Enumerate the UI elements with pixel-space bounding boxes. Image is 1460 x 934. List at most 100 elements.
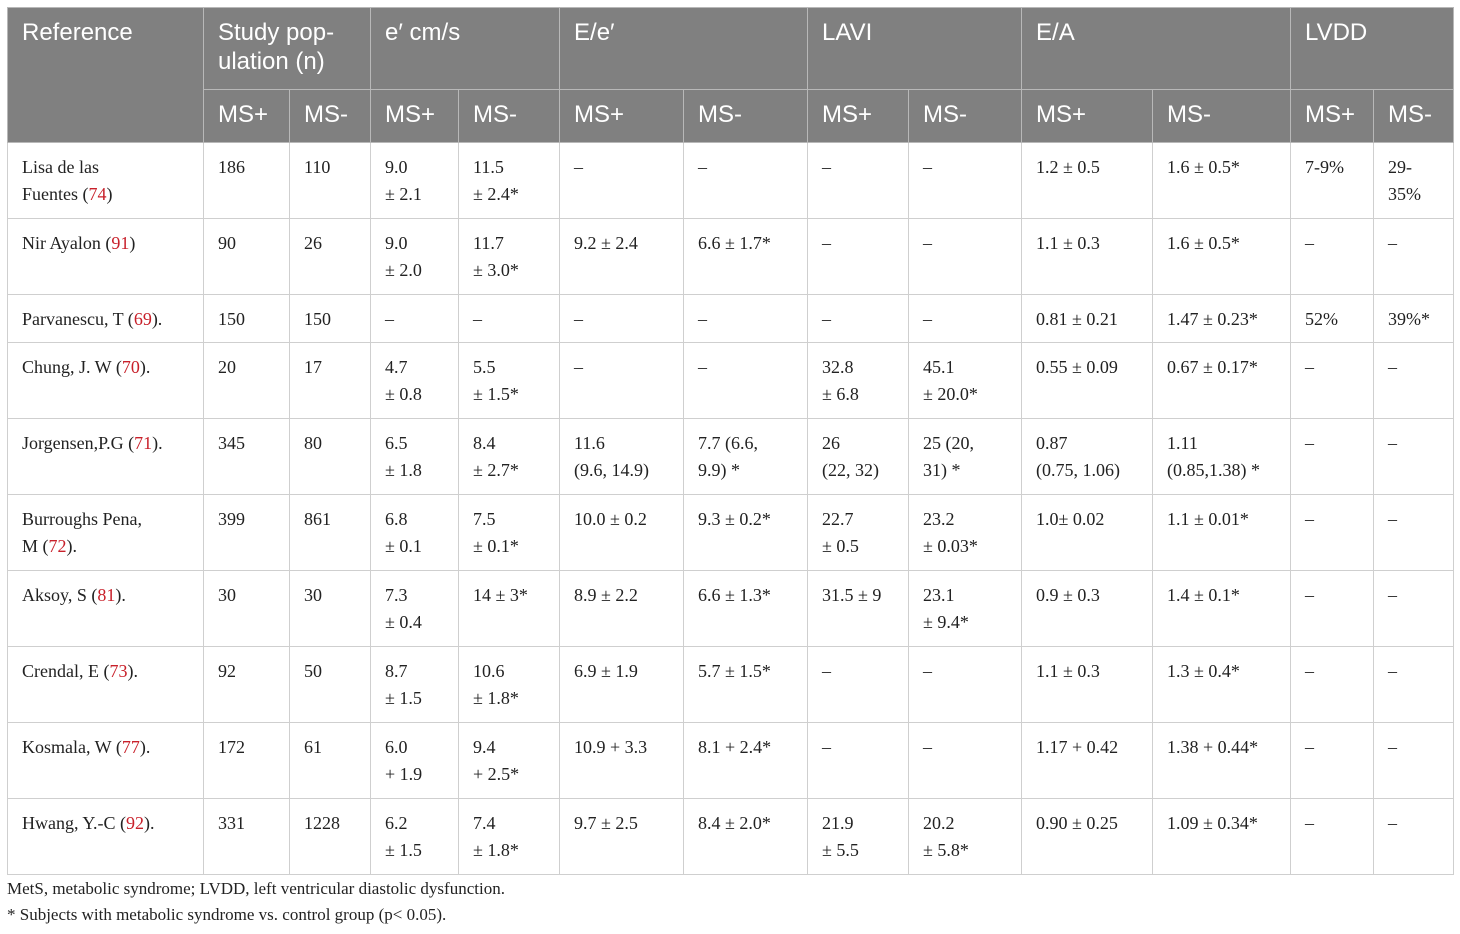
table-row: Chung, J. W (70). 20 17 4.7 ± 0.8 5.5 ± 1.5*… <box>7 342 1455 419</box>
table-cell: – <box>1373 798 1455 875</box>
table-cell: 80 <box>288 418 372 495</box>
table-cell: – <box>807 142 910 219</box>
table-cell: 110 <box>288 142 372 219</box>
table-cell: 1228 <box>288 798 372 875</box>
table-cell: – <box>908 646 1023 723</box>
table-cell: – <box>1290 418 1375 495</box>
table-cell: 8.4 ± 2.7* <box>458 418 561 495</box>
table-cell: 50 <box>288 646 372 723</box>
reference-text: Aksoy, S ( <box>22 585 98 605</box>
column-header: Reference <box>7 7 204 143</box>
table-cell: 31.5 ± 9 <box>807 570 910 647</box>
table-cell: 8.7 ± 1.5 <box>370 646 460 723</box>
table-cell: 4.7 ± 0.8 <box>370 342 460 419</box>
table-cell: – <box>1290 798 1375 875</box>
reference-text: Nir Ayalon ( <box>22 233 112 253</box>
reference-text: Chung, J. W ( <box>22 357 122 377</box>
subheader: MS- <box>458 89 561 143</box>
table-cell: 14 ± 3* <box>458 570 561 647</box>
reference-cell: Jorgensen,P.G (71). <box>7 418 204 495</box>
table-cell: – <box>559 294 685 343</box>
table-cell: 1.3 ± 0.4* <box>1152 646 1292 723</box>
table-cell: 29- 35% <box>1373 142 1455 219</box>
reference-cell: Nir Ayalon (91) <box>7 218 204 295</box>
table-cell: 32.8 ± 6.8 <box>807 342 910 419</box>
table-cell: 6.2 ± 1.5 <box>370 798 460 875</box>
table-cell: 6.0 + 1.9 <box>370 722 460 799</box>
reference-text: Crendal, E ( <box>22 661 110 681</box>
data-table: Reference Study pop- ulation (n) e′ cm/s E/… <box>7 7 1455 875</box>
reference-suffix: ). <box>152 433 163 453</box>
table-container: Reference Study pop- ulation (n) e′ cm/s E/… <box>7 7 1455 875</box>
table-row: Kosmala, W (77). 172 61 6.0 + 1.9 9.4 + 2.5*… <box>7 722 1455 799</box>
citation: 74 <box>88 184 107 204</box>
table-cell: 6.9 ± 1.9 <box>559 646 685 723</box>
column-header: e′ cm/s <box>370 7 561 90</box>
reference-suffix: ) <box>106 184 113 204</box>
table-cell: 45.1 ± 20.0* <box>908 342 1023 419</box>
reference-text: Jorgensen,P.G ( <box>22 433 135 453</box>
table-cell: 6.8 ± 0.1 <box>370 494 460 571</box>
table-cell: 26 (22, 32) <box>807 418 910 495</box>
reference-suffix: ) <box>129 233 136 253</box>
table-cell: – <box>1290 646 1375 723</box>
reference-cell: Burroughs Pena, M (72). <box>7 494 204 571</box>
reference-suffix: ). <box>115 585 126 605</box>
footnote: * Subjects with metabolic syndrome vs. c… <box>7 905 447 924</box>
table-cell: 399 <box>203 494 290 571</box>
table-row: Burroughs Pena, M (72). 399 861 6.8 ± 0.1 7.… <box>7 494 1455 571</box>
reference-cell: Parvanescu, T (69). <box>7 294 204 343</box>
table-cell: 22.7 ± 0.5 <box>807 494 910 571</box>
table-cell: 11.5 ± 2.4* <box>458 142 561 219</box>
subheader: MS+ <box>1021 89 1154 143</box>
table-cell: 1.1 ± 0.3 <box>1021 218 1154 295</box>
table-cell: – <box>370 294 460 343</box>
table-cell: 6.5 ± 1.8 <box>370 418 460 495</box>
table-cell: – <box>559 342 685 419</box>
reference-cell: Crendal, E (73). <box>7 646 204 723</box>
table-cell: – <box>807 294 910 343</box>
table-cell: 9.0 ± 2.1 <box>370 142 460 219</box>
reference-cell: Kosmala, W (77). <box>7 722 204 799</box>
table-cell: 8.1 + 2.4* <box>683 722 809 799</box>
table-cell: 9.7 ± 2.5 <box>559 798 685 875</box>
subheader-row: MS+ MS- MS+ MS- MS+ MS- MS+ MS- MS+ MS- MS+ MS- <box>8 89 1455 143</box>
table-cell: 6.6 ± 1.7* <box>683 218 809 295</box>
table-cell: – <box>908 142 1023 219</box>
footnote: MetS, metabolic syndrome; LVDD, left ven… <box>7 879 505 898</box>
subheader: MS- <box>908 89 1023 143</box>
table-cell: 21.9 ± 5.5 <box>807 798 910 875</box>
table-cell: 0.55 ± 0.09 <box>1021 342 1154 419</box>
reference-text: Hwang, Y.-C ( <box>22 813 126 833</box>
subheader: MS+ <box>559 89 685 143</box>
table-cell: 1.6 ± 0.5* <box>1152 218 1292 295</box>
table-cell: 7.5 ± 0.1* <box>458 494 561 571</box>
reference-suffix: ). <box>66 536 78 556</box>
table-cell: 39%* <box>1373 294 1455 343</box>
table-cell: – <box>683 142 809 219</box>
table-cell: – <box>1373 646 1455 723</box>
table-cell: – <box>683 294 809 343</box>
table-row: Parvanescu, T (69). 150 150– – – – – –0.81 ± 0.… <box>7 294 1455 343</box>
table-cell: 331 <box>203 798 290 875</box>
table-row: Nir Ayalon (91) 90 26 9.0 ± 2.0 11.7 ± 3.0* 9… <box>7 218 1455 295</box>
table-cell: – <box>1373 418 1455 495</box>
table-cell: 8.9 ± 2.2 <box>559 570 685 647</box>
table-cell: – <box>1290 494 1375 571</box>
column-header: Study pop- ulation (n) <box>202 7 372 90</box>
table-cell: 861 <box>288 494 372 571</box>
table-cell: 0.81 ± 0.21 <box>1021 294 1154 343</box>
table-cell: 1.38 + 0.44* <box>1152 722 1292 799</box>
table-cell: 5.5 ± 1.5* <box>458 342 561 419</box>
table-cell: 1.47 ± 0.23* <box>1152 294 1292 343</box>
citation: 92 <box>126 813 144 833</box>
table-cell: 5.7 ± 1.5* <box>683 646 809 723</box>
table-cell: 0.9 ± 0.3 <box>1021 570 1154 647</box>
table-cell: 9.2 ± 2.4 <box>559 218 685 295</box>
table-cell: – <box>1373 342 1455 419</box>
reference-cell: Aksoy, S (81). <box>7 570 204 647</box>
table-cell: 150 <box>288 294 372 343</box>
table-cell: 9.0 ± 2.0 <box>370 218 460 295</box>
citation: 70 <box>121 357 140 377</box>
citation: 71 <box>134 433 153 453</box>
